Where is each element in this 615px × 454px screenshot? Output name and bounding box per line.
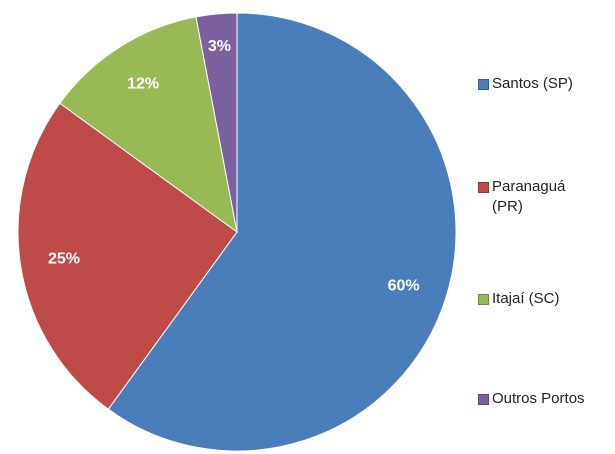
pie-slice xyxy=(195,12,238,233)
legend-swatch xyxy=(478,182,489,193)
data-label: 3% xyxy=(208,38,231,55)
legend-item: Itajaí (SC) xyxy=(478,289,608,309)
legend-item: Outros Portos xyxy=(478,389,608,409)
legend-swatch xyxy=(478,79,489,90)
legend-swatch xyxy=(478,394,489,405)
legend-label: Itajaí (SC) xyxy=(492,290,560,307)
legend-label: Paranaguá (PR) xyxy=(492,178,566,215)
legend-label: Outros Portos xyxy=(492,390,585,407)
data-label: 60% xyxy=(388,277,420,294)
legend-swatch xyxy=(478,294,489,305)
legend-label: Santos (SP) xyxy=(492,75,573,92)
pie-slice xyxy=(59,16,238,234)
legend-item: Santos (SP) xyxy=(478,74,608,94)
data-label: 25% xyxy=(48,251,80,268)
legend-item: Paranaguá (PR) xyxy=(478,177,608,217)
data-label: 12% xyxy=(127,75,159,92)
pie-slice xyxy=(17,102,238,410)
pie-slice xyxy=(107,12,457,452)
